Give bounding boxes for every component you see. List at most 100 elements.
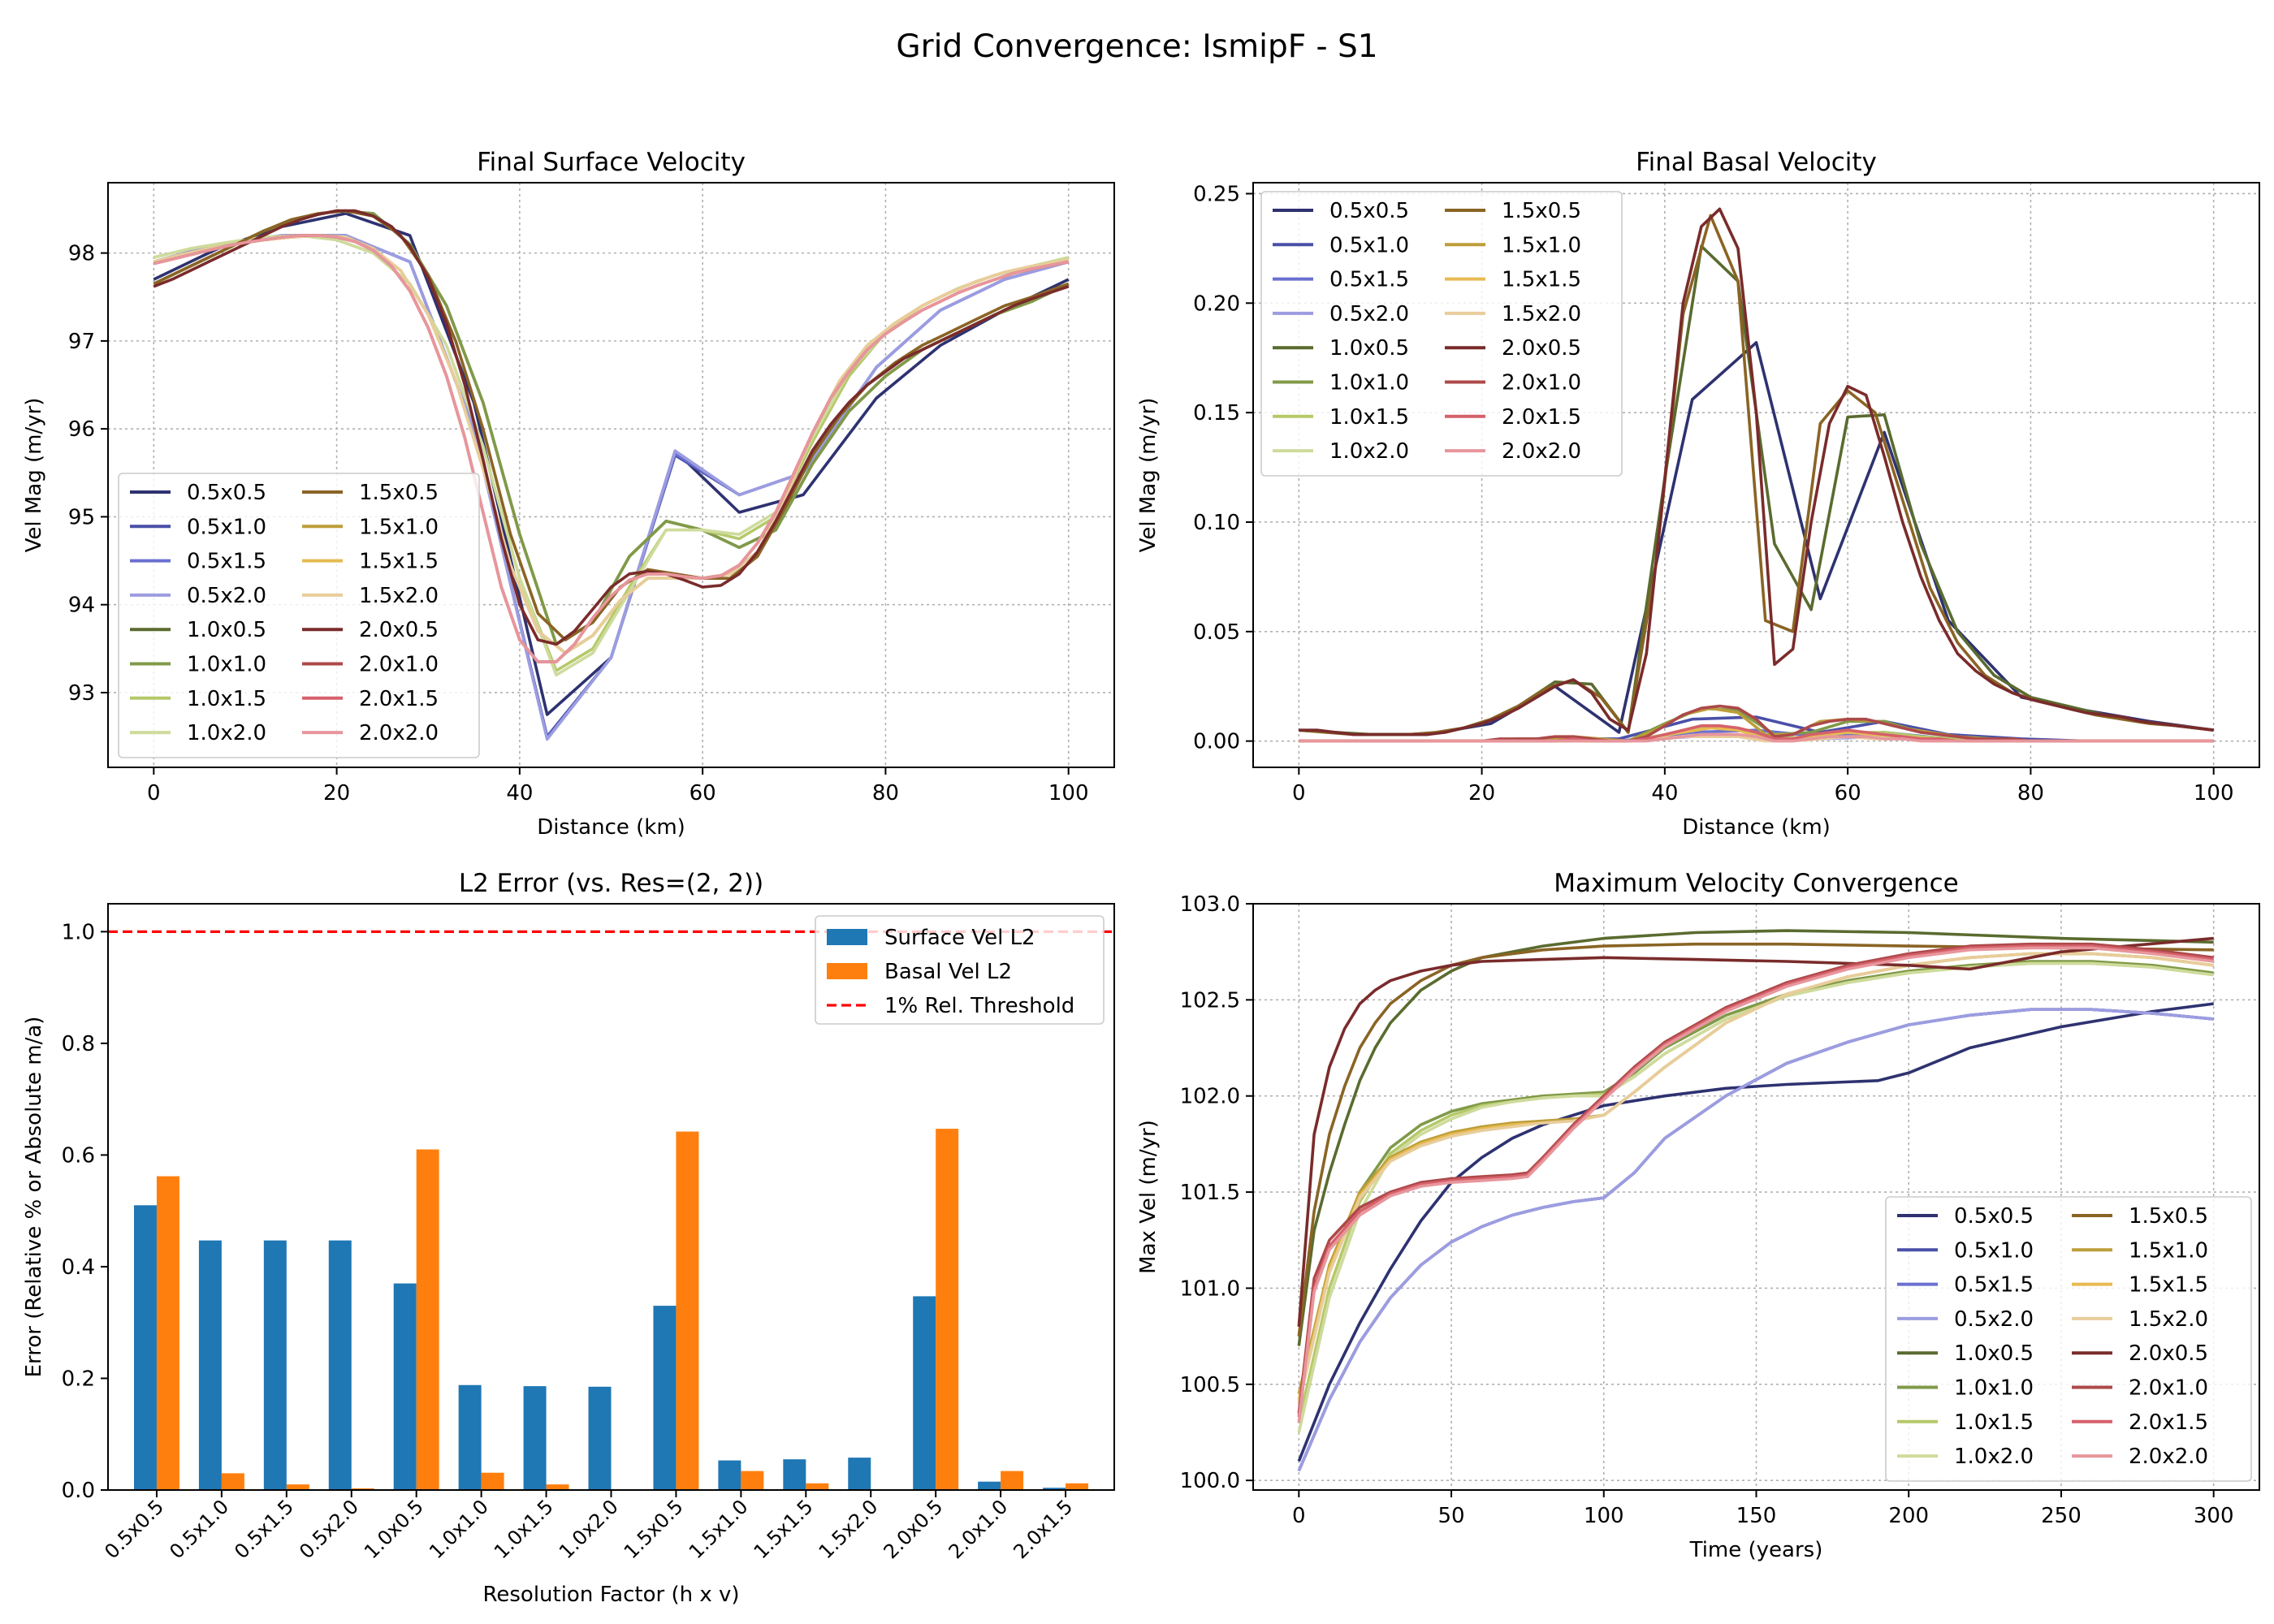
legend-label: 1.5x1.5 xyxy=(359,550,439,574)
series-group xyxy=(1297,929,2214,1472)
legend-label: 0.5x2.0 xyxy=(1329,302,1409,326)
legend-label: 2.0x1.5 xyxy=(1502,405,1581,430)
legend-label: 1.5x2.0 xyxy=(359,584,439,608)
legend-label: 1.0x2.0 xyxy=(1329,439,1409,464)
series-line-2.0x0.5 xyxy=(1297,936,2214,1327)
legend-label: 2.0x1.0 xyxy=(359,653,439,677)
bar-surface xyxy=(263,1240,287,1490)
legend-label: 0.5x1.0 xyxy=(1954,1238,2034,1263)
chart-title: Maximum Velocity Convergence xyxy=(1554,869,1958,898)
bar-surface xyxy=(653,1306,677,1490)
legend-box xyxy=(1885,1196,2252,1482)
y-tick-label: 102.0 xyxy=(1180,1085,1240,1109)
x-tick-label: 20 xyxy=(1468,781,1495,806)
legend-label: 2.0x1.5 xyxy=(2129,1410,2208,1435)
legend-label: 1.5x0.5 xyxy=(1502,199,1581,223)
chart-title: Final Basal Velocity xyxy=(1636,148,1877,177)
x-tick-label: 40 xyxy=(1651,781,1678,806)
y-axis-label: Error (Relative % or Absolute m/a) xyxy=(22,1017,46,1378)
legend-label: 2.0x1.0 xyxy=(2129,1376,2208,1401)
series-line-2.0x2.0 xyxy=(153,234,1070,663)
legend-label: 0.5x1.0 xyxy=(187,515,266,539)
series-line-0.5x2.0 xyxy=(1297,1008,2214,1472)
legend-label: 2.0x0.5 xyxy=(1502,336,1581,361)
x-axis-label: Time (years) xyxy=(1689,1538,1823,1562)
x-tick-label: 150 xyxy=(1736,1504,1777,1528)
chart-maxvel: 0 50 100 150 200 250 300 100.0 100.5 101.0 101.5 10… xyxy=(1136,869,2260,1562)
bar-surface xyxy=(328,1240,352,1490)
legend-label: 0.5x1.5 xyxy=(187,550,266,574)
legend-label: 1.0x0.5 xyxy=(187,618,266,642)
legend-label: 0.5x2.0 xyxy=(187,584,266,608)
bar-surface xyxy=(458,1384,482,1490)
bar-basal xyxy=(741,1471,764,1490)
y-tick-label: 0.6 xyxy=(62,1143,95,1168)
legend-swatch xyxy=(827,963,867,979)
x-tick-label: 40 xyxy=(506,781,533,806)
legend-label: 0.5x0.5 xyxy=(1954,1204,2034,1229)
legend-swatch xyxy=(827,929,867,945)
y-tick-label: 0.10 xyxy=(1193,511,1240,535)
y-tick-label: 94 xyxy=(68,594,95,618)
legend-label: 0.5x1.5 xyxy=(1954,1273,2034,1298)
bar-basal xyxy=(1001,1471,1024,1490)
legend-label: 2.0x1.0 xyxy=(1502,371,1581,395)
y-tick-label: 0.2 xyxy=(62,1367,95,1391)
bar-basal xyxy=(546,1484,569,1490)
legend-label: 1.5x1.0 xyxy=(359,515,439,539)
legend-label: 1.0x0.5 xyxy=(1329,336,1409,361)
bar-surface xyxy=(848,1458,871,1490)
x-tick-label: 100 xyxy=(1048,781,1089,806)
y-tick-label: 101.0 xyxy=(1180,1276,1240,1301)
legend-label: 1.5x1.0 xyxy=(2129,1238,2208,1263)
legend-label: 0.5x2.0 xyxy=(1954,1307,2034,1332)
legend-label: 2.0x1.5 xyxy=(359,687,439,711)
y-tick-label: 96 xyxy=(68,417,95,442)
x-tick-label: 60 xyxy=(1835,781,1861,806)
series-line-2.0x0.5 xyxy=(1299,207,2214,736)
bar-surface xyxy=(133,1205,157,1490)
legend-label: 1.5x0.5 xyxy=(359,481,439,505)
x-tick-label: 80 xyxy=(872,781,899,806)
legend-box xyxy=(118,473,480,758)
bar-basal xyxy=(286,1484,309,1490)
chart-title: L2 Error (vs. Res=(2, 2)) xyxy=(459,869,763,898)
series-line-1.0x0.5 xyxy=(1297,929,2214,1346)
chart-title: Final Surface Velocity xyxy=(477,148,746,177)
series-line-2.0x2.0 xyxy=(1297,946,2214,1423)
bar-basal xyxy=(221,1473,244,1490)
legend-label: 1.0x1.5 xyxy=(187,687,266,711)
legend-label: 0.5x1.5 xyxy=(1329,268,1409,292)
series-line-2.0x2.0 xyxy=(1299,732,2214,743)
x-tick-label: 50 xyxy=(1437,1504,1464,1528)
series-group xyxy=(1299,207,2214,743)
bar-surface xyxy=(718,1460,741,1490)
x-tick-label: 20 xyxy=(323,781,350,806)
series-group xyxy=(153,209,1070,741)
legend-label: 2.0x0.5 xyxy=(359,618,439,642)
legend-label: 1.0x2.0 xyxy=(187,721,266,745)
legend-label: 1.5x1.0 xyxy=(1502,233,1581,257)
x-tick-label: 300 xyxy=(2194,1504,2234,1528)
y-tick-label: 0.20 xyxy=(1193,292,1240,316)
y-tick-label: 0.4 xyxy=(62,1255,95,1280)
y-axis-label: Max Vel (m/yr) xyxy=(1136,1120,1161,1274)
y-tick-label: 100.5 xyxy=(1180,1373,1240,1397)
y-tick-label: 103.0 xyxy=(1180,892,1240,917)
x-tick-label: 200 xyxy=(1888,1504,1929,1528)
legend-label: 1.5x0.5 xyxy=(2129,1204,2208,1229)
bar-basal xyxy=(936,1129,959,1490)
bar-surface xyxy=(588,1386,612,1490)
bar-basal xyxy=(156,1176,179,1490)
legend-label: 0.5x0.5 xyxy=(1329,199,1409,223)
bar-surface xyxy=(523,1386,547,1490)
x-tick-label: 60 xyxy=(690,781,716,806)
axes-frame xyxy=(1252,182,2260,768)
legend-label: 1.0x1.0 xyxy=(1329,371,1409,395)
legend-label: 1.5x1.5 xyxy=(2129,1273,2208,1298)
legend-label: 1% Rel. Threshold xyxy=(884,994,1074,1018)
axes-frame xyxy=(107,182,1115,768)
series-line-1.5x0.5 xyxy=(153,209,1070,641)
x-tick-label: 100 xyxy=(2194,781,2234,806)
legend-label: 1.0x2.0 xyxy=(1954,1445,2034,1469)
